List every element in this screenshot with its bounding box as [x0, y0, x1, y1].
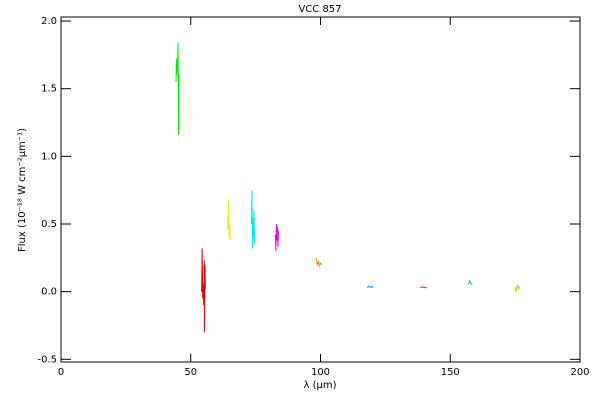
x-tick-label: 100 — [311, 367, 330, 378]
y-tick-label: 1.0 — [41, 151, 57, 162]
x-tick-label: 0 — [58, 367, 64, 378]
y-tick-label: 0.0 — [41, 287, 57, 298]
x-tick-label: 50 — [184, 367, 197, 378]
y-tick-label: -0.5 — [37, 354, 57, 365]
y-tick-label: 2.0 — [41, 16, 57, 27]
spectrum-line — [315, 257, 322, 268]
spectrum-line — [366, 285, 374, 289]
spectrum-line — [514, 284, 521, 292]
x-tick-label: 150 — [441, 367, 460, 378]
spectrum-line — [201, 248, 206, 333]
spectrum-line — [250, 190, 256, 249]
spectrum-line — [420, 286, 427, 289]
y-axis-label: Flux (10⁻¹⁸ W cm⁻²μm⁻¹) — [17, 128, 28, 252]
plot-frame — [60, 16, 581, 363]
spectrum-line — [467, 279, 473, 286]
y-tick-label: 1.5 — [41, 84, 57, 95]
spectrum-line — [175, 42, 180, 135]
spectrum-line — [227, 199, 231, 241]
chart-title: VCC 857 — [298, 4, 341, 15]
x-axis-label: λ (μm) — [303, 380, 336, 391]
y-tick-label: 0.5 — [41, 219, 57, 230]
spectrum-line — [274, 223, 279, 252]
x-tick-label: 200 — [570, 367, 589, 378]
